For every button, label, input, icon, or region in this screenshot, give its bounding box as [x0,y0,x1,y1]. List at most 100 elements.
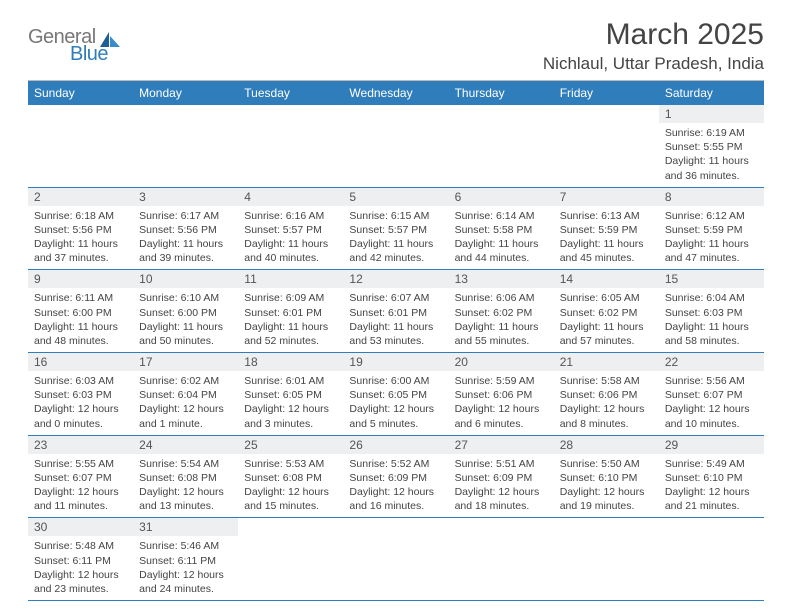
info-line: Daylight: 12 hours [34,485,127,499]
info-line: Daylight: 12 hours [455,485,548,499]
day-info: Sunrise: 6:06 AMSunset: 6:02 PMDaylight:… [455,291,548,348]
empty-cell [343,518,448,601]
info-line: and 6 minutes. [455,417,548,431]
weekday-header: Saturday [659,81,764,105]
day-info: Sunrise: 6:17 AMSunset: 5:56 PMDaylight:… [139,209,232,266]
info-line: and 19 minutes. [560,499,653,513]
info-line: Daylight: 11 hours [349,320,442,334]
day-number: 3 [133,188,238,206]
info-line: Sunset: 5:57 PM [349,223,442,237]
info-line: Daylight: 11 hours [560,320,653,334]
info-line: and 58 minutes. [665,334,758,348]
info-line: Daylight: 11 hours [349,237,442,251]
info-line: Sunset: 6:09 PM [455,471,548,485]
info-line: and 47 minutes. [665,251,758,265]
calendar-cell: 12 Sunrise: 6:07 AMSunset: 6:01 PMDayligh… [343,270,448,353]
empty-cell [449,105,554,187]
day-number: 12 [343,270,448,288]
info-line: Sunrise: 6:10 AM [139,291,232,305]
info-line: Sunrise: 5:51 AM [455,457,548,471]
info-line: Daylight: 12 hours [560,485,653,499]
info-line: Daylight: 12 hours [349,402,442,416]
day-number: 24 [133,436,238,454]
calendar-cell: 16Sunrise: 6:03 AMSunset: 6:03 PMDayligh… [28,353,133,436]
calendar-cell: 22Sunrise: 5:56 AMSunset: 6:07 PMDayligh… [659,353,764,436]
day-info: Sunrise: 5:46 AMSunset: 6:11 PMDaylight:… [139,539,232,596]
info-line: Daylight: 12 hours [560,402,653,416]
day-number: 13 [449,270,554,288]
info-line: and 8 minutes. [560,417,653,431]
day-number: 26 [343,436,448,454]
info-line: Sunrise: 6:18 AM [34,209,127,223]
empty-cell [554,105,659,187]
day-info: Sunrise: 6:02 AMSunset: 6:04 PMDaylight:… [139,374,232,431]
info-line: Sunrise: 5:58 AM [560,374,653,388]
day-number: 29 [659,436,764,454]
day-info: Sunrise: 6:10 AMSunset: 6:00 PMDaylight:… [139,291,232,348]
info-line: and 55 minutes. [455,334,548,348]
empty-cell [659,518,764,601]
info-line: Sunset: 6:09 PM [349,471,442,485]
info-line: Daylight: 11 hours [139,237,232,251]
calendar-cell: 7 Sunrise: 6:13 AMSunset: 5:59 PMDaylight… [554,187,659,270]
day-info: Sunrise: 6:13 AMSunset: 5:59 PMDaylight:… [560,209,653,266]
weekday-header: Friday [554,81,659,105]
info-line: Sunrise: 6:14 AM [455,209,548,223]
calendar-cell: 13 Sunrise: 6:06 AMSunset: 6:02 PMDayligh… [449,270,554,353]
calendar-cell: 4 Sunrise: 6:16 AMSunset: 5:57 PMDaylight… [238,187,343,270]
month-title: March 2025 [543,18,764,52]
info-line: Sunset: 6:00 PM [34,306,127,320]
info-line: Daylight: 12 hours [665,485,758,499]
day-number: 2 [28,188,133,206]
day-info: Sunrise: 6:07 AMSunset: 6:01 PMDaylight:… [349,291,442,348]
info-line: Sunrise: 5:56 AM [665,374,758,388]
info-line: Sunrise: 6:13 AM [560,209,653,223]
day-number: 19 [343,353,448,371]
info-line: Daylight: 11 hours [665,320,758,334]
day-info: Sunrise: 5:49 AMSunset: 6:10 PMDaylight:… [665,457,758,514]
info-line: Sunrise: 5:46 AM [139,539,232,553]
day-info: Sunrise: 5:48 AMSunset: 6:11 PMDaylight:… [34,539,127,596]
info-line: Daylight: 12 hours [34,568,127,582]
day-info: Sunrise: 6:15 AMSunset: 5:57 PMDaylight:… [349,209,442,266]
day-info: Sunrise: 6:05 AMSunset: 6:02 PMDaylight:… [560,291,653,348]
info-line: Sunrise: 6:07 AM [349,291,442,305]
day-number: 11 [238,270,343,288]
info-line: Daylight: 12 hours [244,402,337,416]
logo: GeneralBlue [28,26,122,66]
info-line: and 48 minutes. [34,334,127,348]
calendar-cell: 5 Sunrise: 6:15 AMSunset: 5:57 PMDaylight… [343,187,448,270]
calendar-cell: 11Sunrise: 6:09 AMSunset: 6:01 PMDayligh… [238,270,343,353]
day-number: 6 [449,188,554,206]
info-line: Daylight: 12 hours [139,568,232,582]
calendar-row: 16Sunrise: 6:03 AMSunset: 6:03 PMDayligh… [28,353,764,436]
calendar-row: 30Sunrise: 5:48 AMSunset: 6:11 PMDayligh… [28,518,764,601]
day-info: Sunrise: 5:51 AMSunset: 6:09 PMDaylight:… [455,457,548,514]
info-line: Sunset: 5:59 PM [560,223,653,237]
info-line: and 0 minutes. [34,417,127,431]
info-line: Daylight: 12 hours [139,485,232,499]
info-line: Sunrise: 5:54 AM [139,457,232,471]
info-line: Sunset: 6:07 PM [665,388,758,402]
info-line: Daylight: 11 hours [665,154,758,168]
info-line: and 15 minutes. [244,499,337,513]
info-line: Sunset: 5:55 PM [665,140,758,154]
day-number: 15 [659,270,764,288]
day-info: Sunrise: 6:16 AMSunset: 5:57 PMDaylight:… [244,209,337,266]
day-number: 7 [554,188,659,206]
info-line: Sunrise: 5:59 AM [455,374,548,388]
empty-cell [133,105,238,187]
day-number: 25 [238,436,343,454]
info-line: Sunset: 5:57 PM [244,223,337,237]
day-number: 4 [238,188,343,206]
info-line: and 44 minutes. [455,251,548,265]
day-number: 5 [343,188,448,206]
calendar-cell: 30Sunrise: 5:48 AMSunset: 6:11 PMDayligh… [28,518,133,601]
day-info: Sunrise: 6:01 AMSunset: 6:05 PMDaylight:… [244,374,337,431]
info-line: Sunrise: 6:04 AM [665,291,758,305]
calendar-row: 2Sunrise: 6:18 AMSunset: 5:56 PMDaylight… [28,187,764,270]
info-line: and 45 minutes. [560,251,653,265]
info-line: and 10 minutes. [665,417,758,431]
day-info: Sunrise: 5:54 AMSunset: 6:08 PMDaylight:… [139,457,232,514]
info-line: and 3 minutes. [244,417,337,431]
